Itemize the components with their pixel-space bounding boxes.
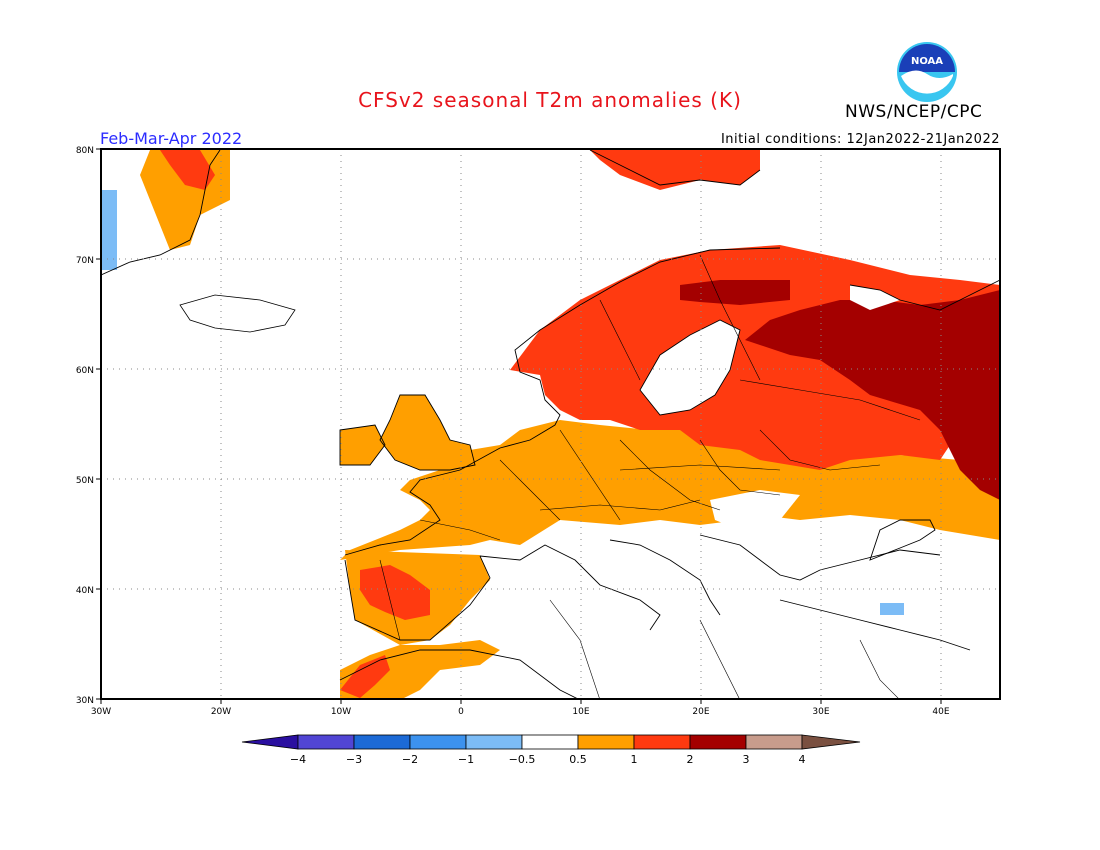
region-east-med-blue (880, 603, 904, 615)
colorbar-swatch (633, 734, 691, 750)
colorbar-swatch (353, 734, 411, 750)
lat-label: 70N (76, 256, 94, 266)
season-label: Feb-Mar-Apr 2022 (100, 129, 243, 148)
country-borders (379, 254, 921, 699)
anomaly-field (101, 150, 1000, 699)
lat-label: 60N (76, 366, 94, 376)
lon-label: 10W (331, 707, 351, 717)
colorbar-tick-label: 3 (743, 753, 750, 766)
lon-label: 20W (211, 707, 231, 717)
agency-label: NWS/NCEP/CPC (845, 102, 983, 122)
region-kola-white (850, 285, 900, 310)
lat-labels: 80N 70N 60N 50N 40N 30N (76, 146, 94, 706)
colorbar-tick-label: −4 (290, 753, 306, 766)
colorbar-tick-label: −2 (402, 753, 418, 766)
lon-label: 10E (572, 707, 589, 717)
lat-label: 50N (76, 476, 94, 486)
region-ireland-orange (340, 425, 385, 465)
colorbar-swatch (745, 734, 803, 750)
noaa-logo-text: NOAA (911, 56, 943, 67)
region-morocco-orange (340, 640, 500, 699)
region-russia-darkred (745, 290, 1000, 500)
lon-label: 40E (932, 707, 949, 717)
colorbar-arrow-high (801, 734, 861, 750)
lat-label: 80N (76, 146, 94, 156)
region-svalbard-red (590, 150, 760, 190)
colorbar-swatch (521, 734, 579, 750)
chart-title: CFSv2 seasonal T2m anomalies (K) (358, 88, 742, 112)
colorbar-tick-label: −1 (458, 753, 474, 766)
colorbar-swatch (577, 734, 635, 750)
colorbar-tick-label: −0.5 (509, 753, 536, 766)
coastlines (101, 149, 1000, 699)
lon-label: 0 (458, 707, 464, 717)
lon-labels: 30W 20W 10W 0 10E 20E 30E 40E (91, 707, 950, 717)
region-morocco-red (340, 655, 390, 698)
colorbar-tick-label: 4 (799, 753, 806, 766)
lon-label: 30E (812, 707, 829, 717)
region-iberia-red (360, 565, 430, 620)
colorbar-swatch (465, 734, 523, 750)
colorbar-tick-label: 1 (631, 753, 638, 766)
noaa-logo-icon: NOAA (897, 42, 957, 102)
map-frame (100, 148, 1001, 700)
region-baltic-white (640, 320, 740, 415)
colorbar-tick-label: −3 (346, 753, 362, 766)
region-britain-orange (380, 395, 475, 470)
colorbar-swatch (409, 734, 467, 750)
lon-label: 20E (692, 707, 709, 717)
lat-label: 40N (76, 586, 94, 596)
axis-ticks (96, 148, 942, 704)
colorbar-swatch (689, 734, 747, 750)
colorbar-swatch (297, 734, 355, 750)
initial-conditions-label: Initial conditions: 12Jan2022-21Jan2022 (720, 132, 1000, 147)
region-greenland-red (160, 150, 215, 190)
region-finland-darkred (680, 280, 790, 305)
colorbar-tick-label: 2 (687, 753, 694, 766)
colorbar-tick-label: 0.5 (569, 753, 587, 766)
iceland-land (179, 294, 296, 333)
lat-label: 30N (76, 696, 94, 706)
region-greenland-blue (102, 190, 117, 270)
region-balkans-white (710, 490, 800, 530)
colorbar-arrow-low (241, 734, 299, 750)
colorbar: −4 −3 −2 −1 −0.5 0.5 1 2 3 4 (241, 734, 861, 766)
lon-label: 30W (91, 707, 111, 717)
